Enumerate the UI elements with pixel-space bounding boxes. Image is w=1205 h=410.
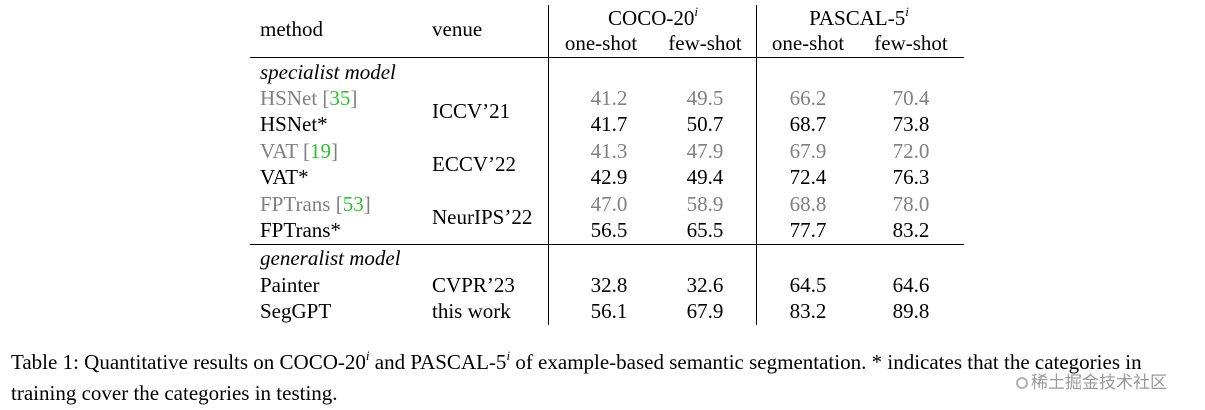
method-cell: VAT [19] <box>260 139 338 163</box>
value-cell: 65.5 <box>686 218 724 242</box>
column-divider-1 <box>548 5 549 325</box>
header-rule <box>250 57 964 58</box>
section-generalist: generalist model <box>260 246 401 270</box>
value-cell: 64.5 <box>789 273 827 297</box>
header-pascal: PASCAL-5i <box>809 4 909 30</box>
header-pascal-one-shot: one-shot <box>771 31 845 55</box>
header-coco: COCO-20i <box>608 4 698 30</box>
value-cell: 73.8 <box>892 112 930 136</box>
value-cell: 66.2 <box>789 86 827 110</box>
section-rule <box>250 244 964 245</box>
value-cell: 47.9 <box>686 139 724 163</box>
venue-cell: this work <box>432 299 511 323</box>
citation-link[interactable]: 53 <box>342 192 364 216</box>
value-cell: 72.0 <box>892 139 930 163</box>
value-cell: 50.7 <box>686 112 724 136</box>
value-cell: 32.6 <box>686 273 724 297</box>
value-cell: 68.8 <box>789 192 827 216</box>
method-cell: VAT* <box>260 165 309 189</box>
value-cell: 67.9 <box>686 299 724 323</box>
watermark: 稀土掘金技术社区 <box>1016 372 1167 394</box>
header-method: method <box>260 17 323 41</box>
value-cell: 77.7 <box>789 218 827 242</box>
value-cell: 41.2 <box>590 86 628 110</box>
value-cell: 64.6 <box>892 273 930 297</box>
value-cell: 83.2 <box>892 218 930 242</box>
value-cell: 70.4 <box>892 86 930 110</box>
method-cell: Painter <box>260 273 320 297</box>
value-cell: 83.2 <box>789 299 827 323</box>
value-cell: 67.9 <box>789 139 827 163</box>
value-cell: 47.0 <box>590 192 628 216</box>
watermark-logo-icon <box>1016 377 1028 389</box>
value-cell: 89.8 <box>892 299 930 323</box>
value-cell: 72.4 <box>789 165 827 189</box>
value-cell: 32.8 <box>590 273 628 297</box>
citation-link[interactable]: 19 <box>310 139 331 163</box>
value-cell: 49.4 <box>686 165 724 189</box>
header-venue: venue <box>432 17 483 41</box>
value-cell: 41.3 <box>590 139 628 163</box>
venue-cell: CVPR’23 <box>432 273 515 297</box>
value-cell: 56.1 <box>590 299 628 323</box>
value-cell: 76.3 <box>892 165 930 189</box>
table-caption: Table 1: Quantitative results on COCO-20… <box>11 348 1142 405</box>
venue-cell: NeurIPS’22 <box>432 205 533 229</box>
value-cell: 68.7 <box>789 112 827 136</box>
column-divider-2 <box>756 5 757 325</box>
value-cell: 41.7 <box>590 112 628 136</box>
value-cell: 56.5 <box>590 218 628 242</box>
header-pascal-few-shot: few-shot <box>874 31 948 55</box>
value-cell: 49.5 <box>686 86 724 110</box>
value-cell: 42.9 <box>590 165 628 189</box>
method-cell: FPTrans [53] <box>260 192 371 216</box>
method-cell: FPTrans* <box>260 218 341 242</box>
method-cell: HSNet* <box>260 112 328 136</box>
citation-link[interactable]: 35 <box>329 86 351 110</box>
venue-cell: ECCV’22 <box>432 152 516 176</box>
method-cell: SegGPT <box>260 299 332 323</box>
method-cell: HSNet [35] <box>260 86 358 110</box>
section-specialist: specialist model <box>260 60 396 84</box>
value-cell: 58.9 <box>686 192 724 216</box>
value-cell: 78.0 <box>892 192 930 216</box>
header-coco-one-shot: one-shot <box>564 31 638 55</box>
venue-cell: ICCV’21 <box>432 99 511 123</box>
header-coco-few-shot: few-shot <box>668 31 742 55</box>
